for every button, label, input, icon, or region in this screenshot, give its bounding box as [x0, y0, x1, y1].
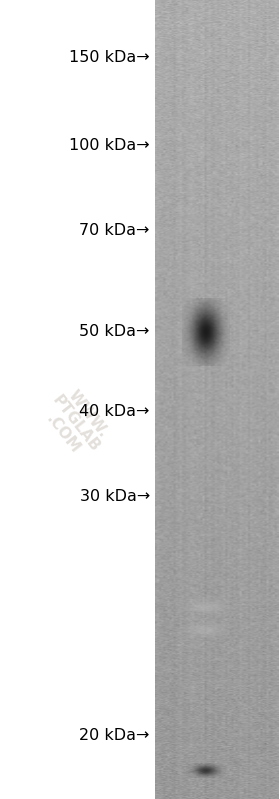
Text: WWW.
PTGLAB
.COM: WWW. PTGLAB .COM — [36, 383, 115, 464]
Text: 30 kDa→: 30 kDa→ — [80, 490, 150, 504]
Text: 40 kDa→: 40 kDa→ — [80, 404, 150, 419]
Text: 20 kDa→: 20 kDa→ — [80, 728, 150, 742]
Text: 70 kDa→: 70 kDa→ — [80, 223, 150, 237]
Text: 150 kDa→: 150 kDa→ — [69, 50, 150, 65]
Text: 100 kDa→: 100 kDa→ — [69, 138, 150, 153]
Text: 50 kDa→: 50 kDa→ — [80, 324, 150, 339]
